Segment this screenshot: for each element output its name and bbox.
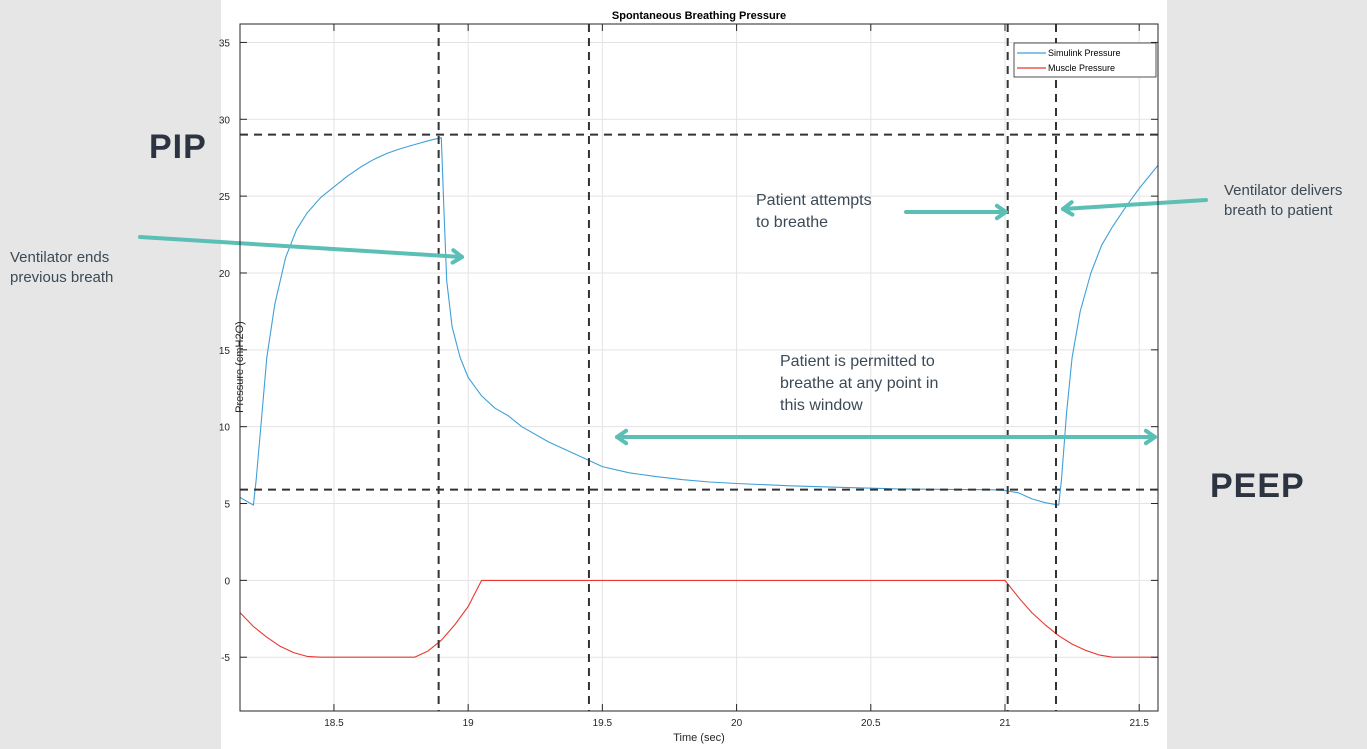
y-tick-label: 35	[219, 38, 231, 49]
ventilator-ends-arrow	[138, 235, 464, 259]
breathing-window-arrow-head	[1143, 428, 1157, 446]
annotation-line: this window	[780, 397, 863, 414]
series-line-1	[240, 579, 1158, 658]
ventilator-delivers-arrow-head	[1061, 200, 1075, 217]
y-tick-label: 0	[224, 576, 230, 587]
ventilator-delivers-annotation: Ventilator delivers breath to patient	[1224, 181, 1342, 221]
breathing-window-annotation: Patient is permitted to breathe at any p…	[780, 351, 938, 417]
annotation-line: Ventilator delivers	[1224, 182, 1343, 199]
chart-title: Spontaneous Breathing Pressure	[612, 10, 786, 22]
x-axis-label: Time (sec)	[673, 732, 725, 744]
y-tick-label: 25	[219, 192, 231, 203]
patient-attempts-arrow-head	[994, 203, 1008, 221]
series-layer	[240, 137, 1158, 658]
x-tick-label: 20.5	[861, 718, 881, 729]
legend-label-simulink: Simulink Pressure	[1048, 48, 1121, 58]
y-tick-label: 10	[219, 423, 231, 434]
patient-attempts-annotation: Patient attempts to breathe	[756, 190, 872, 234]
ventilator-delivers-arrow	[1061, 198, 1208, 211]
annotation-line: breath to patient	[1224, 202, 1333, 219]
annotation-line: Ventilator ends	[10, 249, 110, 266]
annotation-line: Patient is permitted to	[780, 353, 935, 370]
annotation-line: breathe at any point in	[780, 375, 939, 392]
y-axis-label: Pressure (cmH2O)	[234, 321, 246, 413]
breathing-window-arrow-tail-head	[615, 428, 629, 446]
annotation-line: previous breath	[10, 269, 114, 286]
annotation-line: to breathe	[756, 214, 829, 231]
x-tick-label: 21	[999, 718, 1011, 729]
plot-frame	[239, 23, 1159, 712]
x-tick-label: 19	[463, 718, 475, 729]
y-tick-label: 20	[219, 269, 231, 280]
annotation-arrows	[138, 198, 1208, 446]
legend-box	[1013, 42, 1157, 78]
x-tick-label: 20	[731, 718, 743, 729]
y-tick-label: 30	[219, 115, 231, 126]
x-tick-label: 21.5	[1129, 718, 1149, 729]
pip-label: PIP	[149, 128, 207, 166]
x-tick-label: 18.5	[324, 718, 344, 729]
y-tick-label: -5	[221, 653, 230, 664]
figure-panel	[221, 0, 1167, 749]
legend: Simulink Pressure Muscle Pressure	[1013, 42, 1157, 78]
ticks: 18.5 19 19.5 20 20.5 21 21.5 -5 0 5 10 15 20 25 30 35	[219, 24, 1158, 729]
reference-lines	[240, 24, 1158, 711]
annotation-line: Patient attempts	[756, 192, 872, 209]
ventilator-ends-arrow-head	[450, 248, 464, 265]
x-tick-label: 19.5	[593, 718, 613, 729]
peep-label: PEEP	[1210, 467, 1305, 505]
y-tick-label: 15	[219, 346, 231, 357]
legend-label-muscle: Muscle Pressure	[1048, 63, 1115, 73]
ventilator-ends-annotation: Ventilator ends previous breath	[10, 248, 113, 288]
y-tick-label: 5	[224, 500, 230, 511]
grid	[240, 24, 1158, 711]
series-line-0	[240, 137, 1158, 506]
